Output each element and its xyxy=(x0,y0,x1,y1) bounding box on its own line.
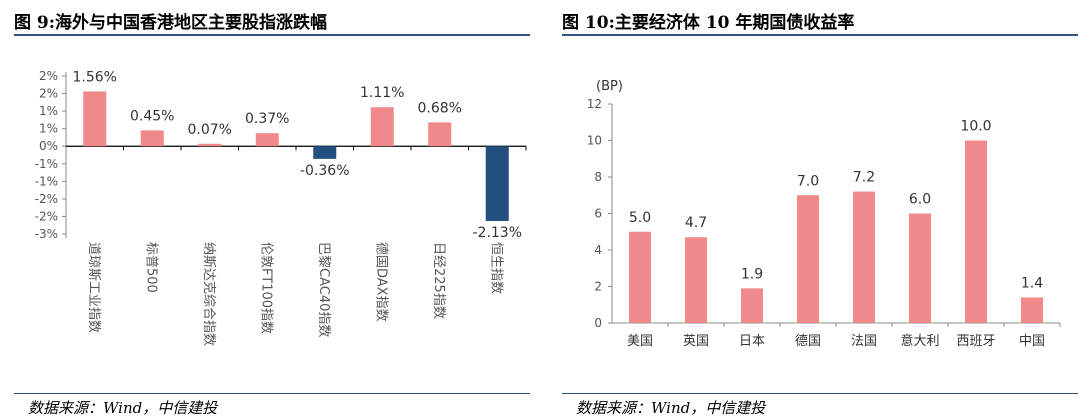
bar xyxy=(485,146,509,222)
data-label: 0.07% xyxy=(188,122,232,138)
data-label: 6.0 xyxy=(909,192,931,208)
data-label: 1.56% xyxy=(73,69,117,85)
bar xyxy=(198,143,222,147)
bar xyxy=(741,288,763,323)
right-title-rule xyxy=(562,34,1078,36)
category-label: 中国 xyxy=(1019,334,1045,349)
category-label: 伦敦FT100指数 xyxy=(258,242,274,334)
right-source-note: 数据来源：Wind，中信建投 xyxy=(576,399,766,417)
data-label: 10.0 xyxy=(960,119,991,135)
y-tick-label: 0 xyxy=(594,316,602,330)
y-tick-label: 2% xyxy=(39,69,58,83)
category-label: 恒生指数 xyxy=(488,242,503,294)
right-source-rule xyxy=(562,393,1078,394)
y-tick-label: -3% xyxy=(35,227,58,241)
y-tick-label: 1% xyxy=(39,104,58,118)
y-tick-label: 2% xyxy=(39,87,58,101)
data-label: 1.9 xyxy=(741,266,763,282)
category-label: 美国 xyxy=(627,334,653,349)
category-label: 德国DAX指数 xyxy=(373,242,388,322)
bar xyxy=(428,122,452,147)
category-label: 道琼斯工业指数 xyxy=(86,242,101,333)
category-label: 纳斯达克综合指数 xyxy=(201,242,216,346)
bar xyxy=(370,107,394,147)
bar xyxy=(853,191,875,323)
data-label: -2.13% xyxy=(472,225,522,241)
y-tick-label: -1% xyxy=(35,174,58,188)
bar xyxy=(797,195,819,323)
data-label: 0.37% xyxy=(245,111,289,127)
data-label: 7.2 xyxy=(853,170,875,186)
category-label: 日本 xyxy=(739,334,765,349)
bar xyxy=(83,91,107,147)
data-label: 7.0 xyxy=(797,173,819,189)
category-label: 巴黎CAC40指数 xyxy=(316,242,331,337)
stock-index-change-chart: 2% 2% 1% 1% 0% -1% -1% -2% -2% -3% 1.56% 道琼斯工业指数 0.4… xyxy=(35,69,527,346)
right-figure-panel: 图 10:主要经济体 10 年期国债收益率 (BP) 0 2 4 6 8 10 12 5.0 美国… xyxy=(548,0,1078,420)
bar xyxy=(685,237,707,323)
category-label: 英国 xyxy=(683,334,709,349)
category-label: 日经225指数 xyxy=(431,242,446,319)
y-tick-label: 12 xyxy=(587,97,602,111)
left-figure-panel: 图 9:海外与中国香港地区主要股指涨跌幅 2% 2% 1% 1% 0% -1% -1% -2%… xyxy=(0,0,530,420)
y-tick-label: 4 xyxy=(594,243,602,257)
category-label: 意大利 xyxy=(900,333,939,349)
data-label: -0.36% xyxy=(300,163,350,179)
category-label: 标普500 xyxy=(143,242,158,293)
bar xyxy=(255,133,279,147)
y-unit-label: (BP) xyxy=(596,79,623,94)
bar xyxy=(140,130,164,147)
y-tick-label: -2% xyxy=(35,192,58,206)
category-label: 法国 xyxy=(851,334,877,349)
data-label: 0.68% xyxy=(418,100,462,116)
y-tick-label: 2 xyxy=(594,280,602,294)
left-figure-title: 图 9:海外与中国香港地区主要股指涨跌幅 xyxy=(14,13,328,33)
bar xyxy=(629,231,651,323)
right-figure-title: 图 10:主要经济体 10 年期国债收益率 xyxy=(562,13,855,33)
left-title-rule xyxy=(14,34,530,36)
y-tick-label: 10 xyxy=(587,134,602,148)
data-label: 1.11% xyxy=(360,85,404,101)
data-label: 4.7 xyxy=(685,215,707,231)
y-tick-label: 1% xyxy=(39,122,58,136)
y-tick-label: -1% xyxy=(35,157,58,171)
bond-yield-chart: (BP) 0 2 4 6 8 10 12 5.0 美国 4.7 英国 1.9 日本 7.0 德国 7.2 法国 6.… xyxy=(587,79,1061,349)
left-source-note: 数据来源：Wind，中信建投 xyxy=(28,399,218,417)
y-tick-label: 6 xyxy=(594,207,602,221)
data-label: 1.4 xyxy=(1021,275,1043,291)
category-label: 西班牙 xyxy=(956,334,995,349)
y-tick-label: -2% xyxy=(35,209,58,223)
y-tick-label: 0% xyxy=(39,139,58,153)
bar xyxy=(313,146,337,159)
left-source-rule xyxy=(14,393,530,394)
y-tick-label: 8 xyxy=(594,170,602,184)
category-label: 德国 xyxy=(795,334,821,349)
bar xyxy=(909,213,931,323)
data-label: 0.45% xyxy=(130,108,174,124)
data-label: 5.0 xyxy=(629,210,651,226)
bar xyxy=(965,140,987,323)
bar xyxy=(1021,297,1043,323)
